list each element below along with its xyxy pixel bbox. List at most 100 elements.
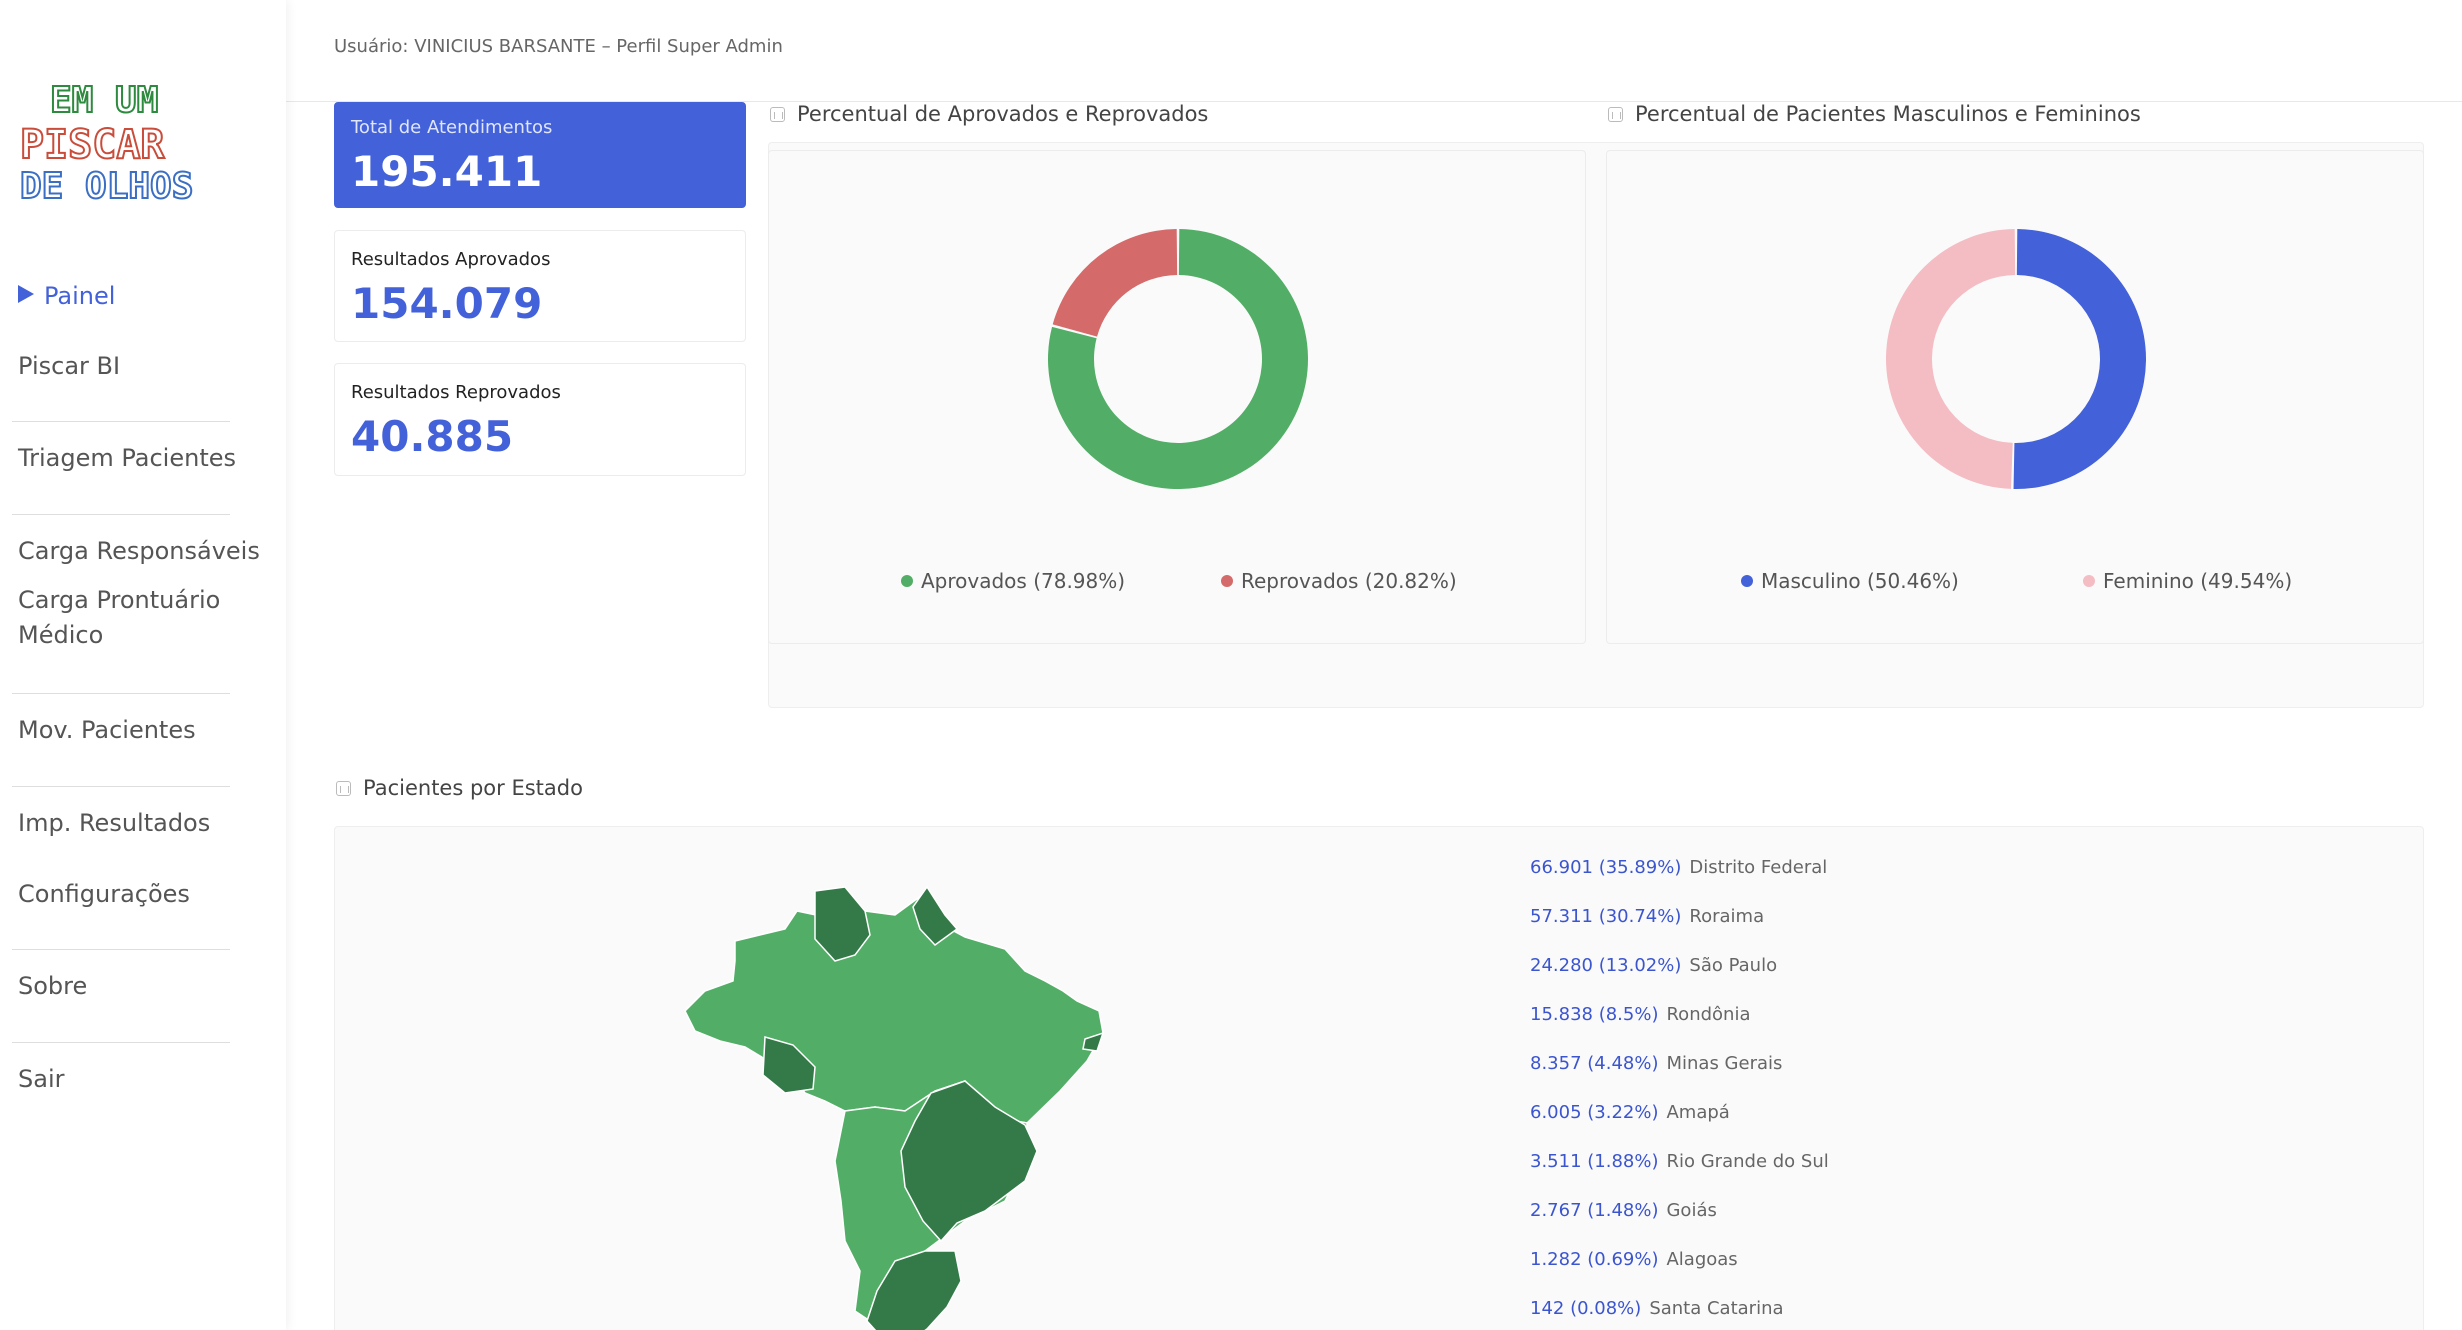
total-atendimentos-label: Total de Atendimentos	[351, 117, 553, 138]
donut-slice-masculino[interactable]	[2013, 229, 2147, 490]
sidebar-item-sair[interactable]: Sair	[18, 1065, 65, 1093]
total-atendimentos-card: Total de Atendimentos 195.411	[334, 102, 746, 208]
state-row[interactable]: 3.511 (1.88%) Rio Grande do Sul	[1530, 1151, 1829, 1172]
legend-dot-blue	[1741, 575, 1753, 587]
state-row[interactable]: 2.767 (1.48%) Goiás	[1530, 1200, 1717, 1221]
play-arrow-icon	[18, 285, 34, 303]
map-region-rondonia[interactable]	[762, 1036, 816, 1094]
chart-icon	[770, 107, 785, 122]
resultados-reprovados-label: Resultados Reprovados	[351, 382, 561, 403]
gender-chart-title-text: Percentual de Pacientes Masculinos e Fem…	[1635, 102, 2141, 126]
resultados-aprovados-label: Resultados Aprovados	[351, 249, 551, 270]
sidebar-divider	[12, 949, 230, 950]
sidebar-divider	[12, 693, 230, 694]
approval-chart-card: Aprovados (78.98%) Reprovados (20.82%)	[768, 150, 1586, 644]
state-value: 3.511 (1.88%)	[1530, 1151, 1659, 1172]
resultados-aprovados-value: 154.079	[351, 279, 543, 328]
legend-reprovados[interactable]: Reprovados (20.82%)	[1221, 569, 1457, 593]
gender-chart-title: Percentual de Pacientes Masculinos e Fem…	[1608, 102, 2141, 126]
map-region-amapa[interactable]	[912, 885, 959, 946]
map-region-alagoas[interactable]	[1082, 1031, 1105, 1052]
logo-line-1: EM UM	[50, 80, 158, 121]
sidebar-item-carga-prontuario[interactable]: Carga Prontuário	[18, 586, 221, 614]
state-value: 8.357 (4.48%)	[1530, 1053, 1659, 1074]
map-region-minas-gerais-goias[interactable]	[900, 1080, 1038, 1243]
sidebar-item-triagem-pacientes[interactable]: Triagem Pacientes	[18, 444, 237, 472]
legend-masculino[interactable]: Masculino (50.46%)	[1741, 569, 1959, 593]
legend-aprovados-label: Aprovados (78.98%)	[921, 569, 1126, 593]
map-region-south[interactable]	[866, 1250, 962, 1330]
sidebar: EM UM PISCAR DE OLHOS Painel Piscar BI T…	[0, 0, 286, 1330]
states-chart-title-text: Pacientes por Estado	[363, 776, 583, 800]
chart-icon	[1608, 107, 1623, 122]
states-chart-title: Pacientes por Estado	[336, 776, 583, 800]
state-name: Roraima	[1689, 906, 1765, 927]
sidebar-item-imp-resultados[interactable]: Imp. Resultados	[18, 809, 211, 837]
state-value: 15.838 (8.5%)	[1530, 1004, 1659, 1025]
map-region-amapa-roraima[interactable]	[814, 886, 871, 962]
state-row[interactable]: 6.005 (3.22%) Amapá	[1530, 1102, 1730, 1123]
legend-dot-green	[901, 575, 913, 587]
state-value: 1.282 (0.69%)	[1530, 1249, 1659, 1270]
state-row[interactable]: 8.357 (4.48%) Minas Gerais	[1530, 1053, 1782, 1074]
sidebar-divider	[12, 421, 230, 422]
legend-reprovados-label: Reprovados (20.82%)	[1241, 569, 1457, 593]
approval-chart-title: Percentual de Aprovados e Reprovados	[770, 102, 1208, 126]
sidebar-item-mov-pacientes[interactable]: Mov. Pacientes	[18, 716, 196, 744]
logo-line-2: PISCAR	[20, 122, 165, 168]
sidebar-item-carga-responsaveis[interactable]: Carga Responsáveis	[18, 537, 260, 565]
sidebar-item-painel[interactable]: Painel	[18, 278, 115, 314]
state-name: Goiás	[1666, 1200, 1717, 1221]
resultados-reprovados-value: 40.885	[351, 412, 514, 461]
state-row[interactable]: 1.282 (0.69%) Alagoas	[1530, 1249, 1738, 1270]
brazil-map	[684, 885, 1105, 1330]
legend-feminino-label: Feminino (49.54%)	[2103, 569, 2293, 593]
state-name: Rio Grande do Sul	[1666, 1151, 1829, 1172]
donut-slice-aprovados[interactable]	[1048, 229, 1308, 489]
legend-dot-pink	[2083, 575, 2095, 587]
sidebar-item-piscar-bi[interactable]: Piscar BI	[18, 352, 121, 380]
legend-masculino-label: Masculino (50.46%)	[1761, 569, 1959, 593]
legend-aprovados[interactable]: Aprovados (78.98%)	[901, 569, 1125, 593]
gender-donut-chart	[1885, 229, 2147, 490]
sidebar-item-configuracoes[interactable]: Configurações	[18, 880, 190, 908]
map-region-north[interactable]	[684, 891, 1104, 1124]
state-value: 57.311 (30.74%)	[1530, 906, 1682, 927]
state-row[interactable]: 57.311 (30.74%) Roraima	[1530, 906, 1764, 927]
legend-feminino[interactable]: Feminino (49.54%)	[2083, 569, 2292, 593]
resultados-reprovados-card: Resultados Reprovados 40.885	[334, 363, 746, 476]
state-row[interactable]: 142 (0.08%) Santa Catarina	[1530, 1298, 1784, 1319]
sidebar-item-sobre[interactable]: Sobre	[18, 972, 88, 1000]
state-value: 6.005 (3.22%)	[1530, 1102, 1659, 1123]
sidebar-divider	[12, 786, 230, 787]
total-atendimentos-value: 195.411	[351, 147, 543, 196]
state-name: Rondônia	[1666, 1004, 1751, 1025]
resultados-aprovados-card: Resultados Aprovados 154.079	[334, 230, 746, 342]
state-name: Santa Catarina	[1649, 1298, 1784, 1319]
donut-slice-reprovados[interactable]	[1052, 229, 1178, 337]
state-value: 2.767 (1.48%)	[1530, 1200, 1659, 1221]
logo[interactable]: EM UM PISCAR DE OLHOS	[14, 74, 226, 208]
state-row[interactable]: 15.838 (8.5%) Rondônia	[1530, 1004, 1750, 1025]
donut-slice-feminino[interactable]	[1885, 229, 2016, 489]
approval-chart-title-text: Percentual de Aprovados e Reprovados	[797, 102, 1209, 126]
state-row[interactable]: 24.280 (13.02%) São Paulo	[1530, 955, 1777, 976]
state-value: 24.280 (13.02%)	[1530, 955, 1682, 976]
sidebar-divider	[12, 1042, 230, 1043]
sidebar-divider	[12, 514, 230, 515]
states-list: 66.901 (35.89%) Distrito Federal 57.311 (…	[1530, 857, 2330, 1330]
state-name: Alagoas	[1666, 1249, 1738, 1270]
state-name: São Paulo	[1689, 955, 1778, 976]
state-name: Minas Gerais	[1666, 1053, 1783, 1074]
top-bar: Usuário: VINICIUS BARSANTE – Perfil Supe…	[286, 0, 2462, 102]
state-row[interactable]: 66.901 (35.89%) Distrito Federal	[1530, 857, 1827, 878]
approval-donut-chart	[1048, 229, 1308, 489]
user-info: Usuário: VINICIUS BARSANTE – Perfil Supe…	[334, 36, 783, 57]
state-name: Amapá	[1666, 1102, 1730, 1123]
legend-dot-red	[1221, 575, 1233, 587]
state-value: 142 (0.08%)	[1530, 1298, 1642, 1319]
sidebar-item-carga-prontuario-medico[interactable]: Médico	[18, 621, 104, 649]
dashboard-main: Total de Atendimentos 195.411 Resultados…	[286, 102, 2462, 1330]
states-panel: 66.901 (35.89%) Distrito Federal 57.311 (…	[334, 826, 2424, 1330]
gender-chart-card: Masculino (50.46%) Feminino (49.54%)	[1606, 150, 2424, 644]
